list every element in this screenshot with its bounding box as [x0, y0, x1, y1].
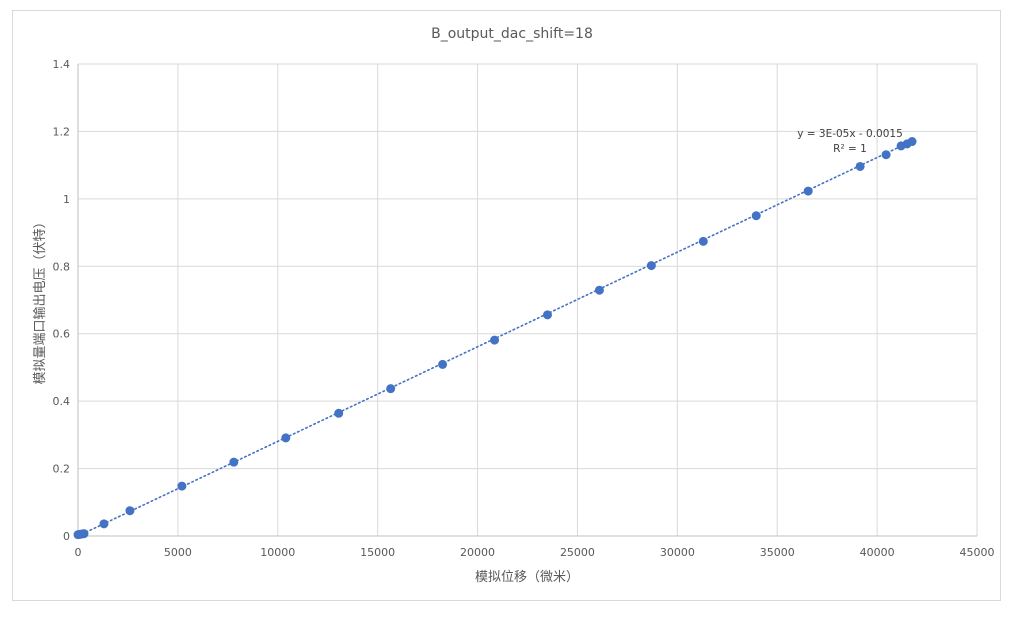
trendline: [77, 140, 913, 537]
y-tick-label: 0.8: [53, 260, 71, 273]
data-point: [438, 359, 448, 369]
gridlines: [77, 63, 978, 537]
x-tick-label: 25000: [560, 546, 595, 559]
data-point: [79, 529, 89, 539]
data-point: [229, 457, 239, 467]
data-points: [73, 137, 917, 540]
trendline-r-squared: R² = 1: [833, 143, 867, 155]
data-point: [542, 310, 552, 320]
data-point: [99, 519, 109, 529]
y-tick-label: 0: [63, 530, 70, 543]
x-tick-label: 15000: [360, 546, 395, 559]
y-tick-label: 1.4: [53, 58, 71, 71]
data-point: [281, 433, 291, 443]
data-point: [125, 506, 135, 516]
x-tick-label: 10000: [260, 546, 295, 559]
x-axis-label: 模拟位移（微米）: [475, 570, 579, 585]
trendline-path: [77, 140, 913, 537]
y-tick-label: 0.2: [53, 463, 71, 476]
data-point: [855, 161, 865, 171]
x-tick-label: 0: [75, 546, 82, 559]
x-tick-label: 20000: [460, 546, 495, 559]
data-point: [803, 186, 813, 196]
data-point: [177, 481, 187, 491]
x-tick-label: 40000: [860, 546, 895, 559]
chart-title: B_output_dac_shift=18: [431, 26, 593, 42]
data-point: [907, 137, 917, 147]
chart-frame: [12, 10, 1001, 601]
data-point: [490, 335, 500, 345]
tick-labels: 0 5000 10000 15000 20000 25000 30000 35000 40000…: [53, 58, 995, 559]
trendline-equation: y = 3E-05x - 0.0015: [797, 128, 903, 140]
y-tick-label: 0.4: [53, 395, 71, 408]
x-tick-label: 35000: [760, 546, 795, 559]
data-point: [386, 384, 396, 394]
data-point: [594, 285, 604, 295]
y-tick-label: 0.6: [53, 328, 71, 341]
x-tick-label: 45000: [960, 546, 995, 559]
data-point: [751, 211, 761, 221]
x-tick-label: 5000: [164, 546, 192, 559]
data-point: [881, 150, 891, 160]
y-tick-label: 1.2: [53, 125, 71, 138]
data-point: [646, 261, 656, 271]
data-point: [334, 408, 344, 418]
x-tick-label: 30000: [660, 546, 695, 559]
y-tick-label: 1: [63, 193, 70, 206]
y-axis-label: 模拟量端口输出电压（伏特）: [32, 215, 48, 384]
data-point: [698, 236, 708, 246]
